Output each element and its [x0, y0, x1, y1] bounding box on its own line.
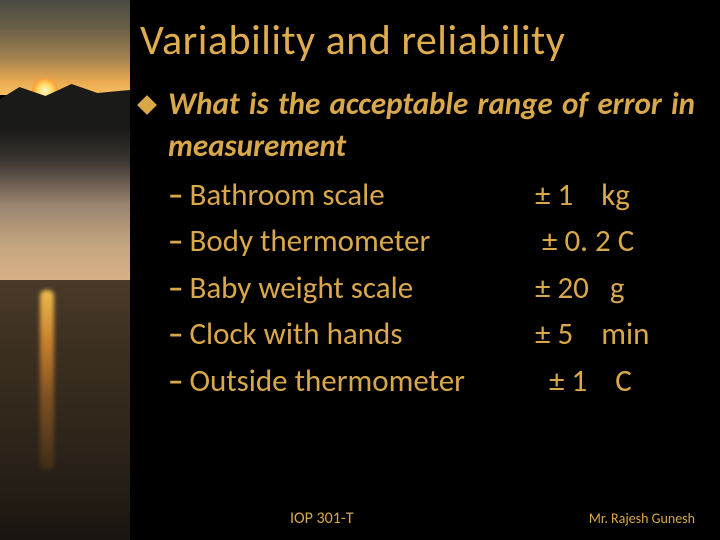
- dash-icon: –: [168, 358, 183, 405]
- list-item: – Outside thermometer ± 1 C: [168, 358, 695, 405]
- item-label: Clock with hands: [189, 311, 402, 358]
- item-value: ± 5 min: [535, 311, 695, 358]
- item-label: Baby weight scale: [189, 265, 413, 312]
- main-bullet: What is the acceptable range of error in…: [140, 84, 695, 168]
- item-label: Outside thermometer: [189, 358, 464, 405]
- list-item: – Bathroom scale ± 1 kg: [168, 172, 695, 219]
- item-value: ± 20 g: [535, 265, 695, 312]
- dash-icon: –: [168, 218, 183, 265]
- diamond-bullet-icon: [137, 95, 157, 115]
- question-text: What is the acceptable range of error in…: [168, 84, 695, 168]
- items-list: – Bathroom scale ± 1 kg – Body thermomet…: [168, 172, 695, 405]
- list-item: – Clock with hands ± 5 min: [168, 311, 695, 358]
- list-item: – Body thermometer ± 0. 2 C: [168, 218, 695, 265]
- slide-footer: IOP 301-T Mr. Rajesh Gunesh: [140, 509, 695, 528]
- slide-content: Variability and reliability What is the …: [0, 0, 720, 540]
- footer-author: Mr. Rajesh Gunesh: [589, 510, 695, 527]
- slide-title: Variability and reliability: [140, 15, 695, 66]
- dash-icon: –: [168, 311, 183, 358]
- item-value: ± 1 C: [535, 358, 695, 405]
- list-item: – Baby weight scale ± 20 g: [168, 265, 695, 312]
- item-value: ± 0. 2 C: [535, 218, 695, 265]
- item-label: Bathroom scale: [189, 172, 384, 219]
- dash-icon: –: [168, 265, 183, 312]
- item-value: ± 1 kg: [535, 172, 695, 219]
- footer-course-code: IOP 301-T: [290, 509, 354, 528]
- dash-icon: –: [168, 172, 183, 219]
- item-label: Body thermometer: [189, 218, 430, 265]
